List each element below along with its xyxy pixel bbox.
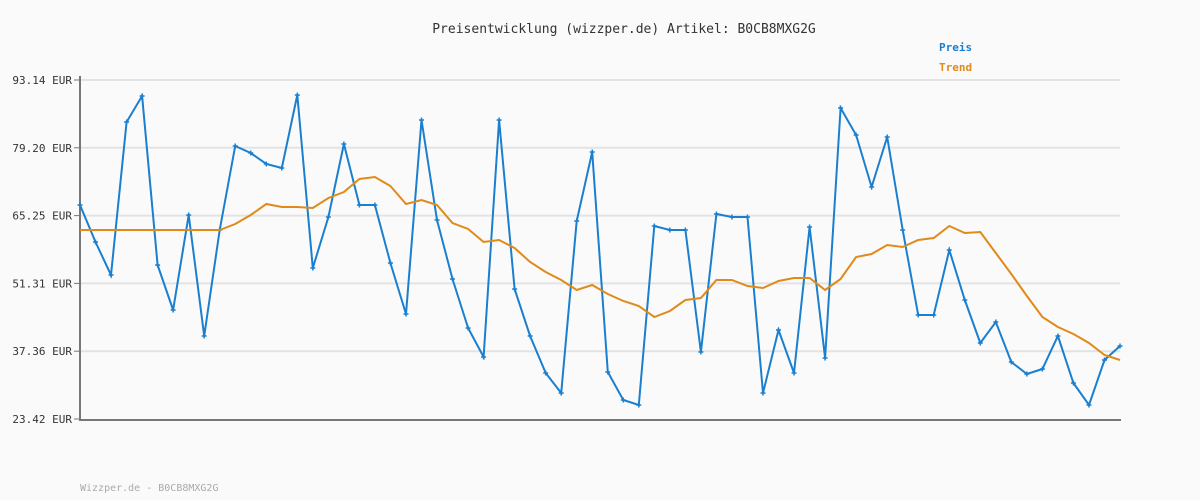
data-point bbox=[1039, 366, 1045, 372]
data-point bbox=[822, 355, 828, 361]
data-point bbox=[279, 165, 285, 171]
data-point bbox=[651, 223, 657, 229]
legend-trend: Trend bbox=[939, 61, 972, 74]
data-point bbox=[1117, 343, 1123, 349]
data-point bbox=[791, 370, 797, 376]
data-point bbox=[682, 227, 688, 233]
data-point bbox=[527, 333, 533, 339]
series-line-preis bbox=[79, 92, 1121, 408]
data-point bbox=[310, 265, 316, 271]
data-point bbox=[403, 311, 409, 317]
data-point bbox=[170, 307, 176, 313]
data-point bbox=[1008, 359, 1014, 365]
data-point bbox=[387, 260, 393, 266]
data-point bbox=[325, 214, 331, 220]
data-point bbox=[698, 349, 704, 355]
data-point bbox=[667, 227, 673, 233]
data-point bbox=[543, 370, 549, 376]
data-point bbox=[1070, 380, 1076, 386]
data-point bbox=[1086, 402, 1092, 408]
ytick-label: 51.31 EUR bbox=[12, 277, 72, 290]
data-point bbox=[807, 224, 813, 230]
data-point bbox=[1101, 357, 1107, 363]
data-point bbox=[558, 390, 564, 396]
data-point bbox=[450, 276, 456, 282]
ytick-label: 23.42 EUR bbox=[12, 413, 72, 426]
chart-title: Preisentwicklung (wizzper.de) Artikel: B… bbox=[432, 22, 816, 37]
data-point bbox=[248, 150, 254, 156]
data-point bbox=[418, 117, 424, 123]
series-line-trend bbox=[80, 175, 1121, 361]
data-point bbox=[263, 161, 269, 167]
data-point bbox=[744, 214, 750, 220]
data-point bbox=[869, 184, 875, 190]
data-point bbox=[931, 312, 937, 318]
data-point bbox=[124, 119, 130, 125]
data-point bbox=[620, 397, 626, 403]
data-point bbox=[776, 327, 782, 333]
data-point bbox=[294, 92, 300, 98]
data-point bbox=[900, 227, 906, 233]
ytick-label: 79.20 EUR bbox=[12, 142, 72, 155]
ytick-label: 37.36 EUR bbox=[12, 345, 72, 358]
data-point bbox=[915, 312, 921, 318]
data-point bbox=[605, 369, 611, 375]
legend-preis: Preis bbox=[939, 41, 972, 54]
data-point bbox=[884, 134, 890, 140]
data-point bbox=[838, 105, 844, 111]
data-point bbox=[512, 286, 518, 292]
data-point bbox=[977, 340, 983, 346]
data-point bbox=[434, 217, 440, 223]
data-point bbox=[993, 319, 999, 325]
data-point bbox=[465, 325, 471, 331]
data-point bbox=[760, 390, 766, 396]
ytick-label: 93.14 EUR bbox=[12, 74, 72, 87]
data-point bbox=[962, 297, 968, 303]
data-point bbox=[372, 202, 378, 208]
data-point bbox=[232, 143, 238, 149]
data-point bbox=[729, 214, 735, 220]
ytick-label: 65.25 EUR bbox=[12, 210, 72, 223]
data-point bbox=[496, 117, 502, 123]
data-point bbox=[108, 272, 114, 278]
data-point bbox=[201, 333, 207, 339]
data-point bbox=[481, 354, 487, 360]
data-point bbox=[356, 202, 362, 208]
data-point bbox=[139, 93, 145, 99]
data-point bbox=[341, 141, 347, 147]
data-point bbox=[1024, 371, 1030, 377]
data-point bbox=[186, 212, 192, 218]
data-point bbox=[946, 247, 952, 253]
data-point bbox=[589, 149, 595, 155]
data-point bbox=[1055, 333, 1061, 339]
data-point bbox=[636, 402, 642, 408]
data-point bbox=[77, 202, 83, 208]
data-point bbox=[574, 218, 580, 224]
data-point bbox=[853, 132, 859, 138]
data-point bbox=[713, 211, 719, 217]
footer-text: Wizzper.de - B0CB8MXG2G bbox=[80, 483, 218, 494]
data-point bbox=[93, 239, 99, 245]
data-point bbox=[155, 262, 161, 268]
